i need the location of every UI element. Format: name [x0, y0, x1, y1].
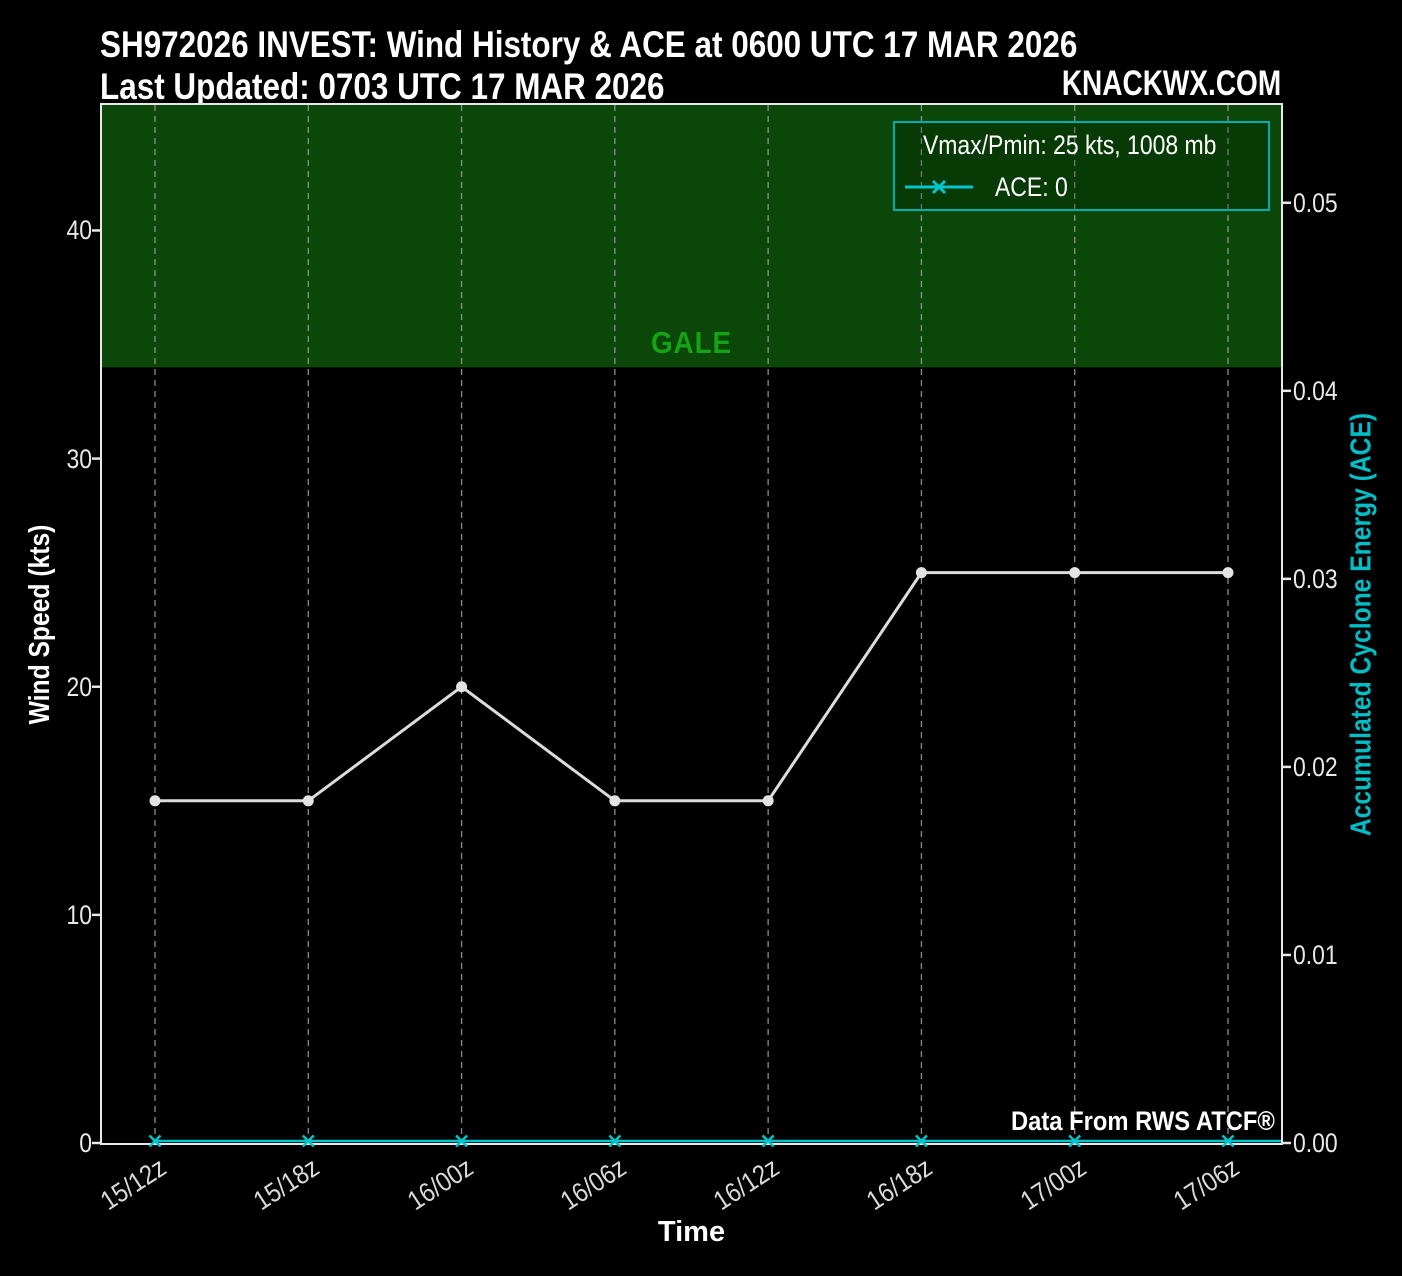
ace-marker	[301, 1134, 315, 1148]
left-tick-label: 30	[66, 443, 92, 474]
left-axis-title: Wind Speed (kts)	[23, 524, 56, 724]
wind-marker	[302, 795, 314, 807]
left-tick-label: 40	[66, 215, 92, 246]
chart-title: SH972026 INVEST: Wind History & ACE at 0…	[100, 24, 1078, 65]
right-tick-label: 0.05	[1293, 187, 1338, 218]
wind-marker	[1069, 567, 1081, 579]
wind-marker	[915, 567, 927, 579]
left-tick-label: 0	[79, 1128, 92, 1158]
data-source-label: Data From RWS ATCF®	[1011, 1106, 1275, 1136]
ace-marker	[455, 1134, 468, 1148]
legend-item-ace: ACE: 0	[903, 167, 1268, 207]
gale-region	[102, 105, 1281, 368]
ace-marker	[148, 1134, 162, 1148]
right-tick-label: 0.02	[1293, 751, 1338, 782]
legend: Vmax/Pmin: 25 kts, 1008 mb ACE: 0	[893, 121, 1270, 211]
x-tick-label: 17/06z	[1168, 1152, 1245, 1217]
right-tick-label: 0.03	[1293, 563, 1338, 594]
x-tick-label: 17/00z	[1014, 1152, 1092, 1217]
x-tick-label: 16/12z	[708, 1152, 785, 1217]
x-tick-label: 16/18z	[861, 1152, 938, 1217]
x-axis-title: Time	[657, 1216, 726, 1248]
chart-subtitle: Last Updated: 0703 UTC 17 MAR 2026	[100, 66, 665, 107]
x-tick-label: 16/00z	[401, 1152, 478, 1217]
left-tick-label: 10	[66, 899, 92, 930]
right-axis-title-wrap: Accumulated Cyclone Energy (ACE)	[1330, 103, 1394, 1145]
gale-label: GALE	[650, 325, 733, 361]
wind-marker	[609, 795, 621, 807]
right-axis-title: Accumulated Cyclone Energy (ACE)	[1345, 412, 1378, 836]
wind-marker	[762, 795, 774, 807]
x-tick-label: 16/06z	[555, 1152, 632, 1217]
left-tick-label: 20	[66, 671, 92, 702]
wind-marker	[456, 681, 468, 693]
legend-line-x-icon	[905, 179, 973, 195]
ace-marker	[608, 1134, 622, 1148]
legend-item-vmax: Vmax/Pmin: 25 kts, 1008 mb	[903, 125, 1268, 165]
plot-area: GALE Vmax/Pmin: 25 kts, 1008 mb ACE: 0 D…	[92, 103, 1291, 1148]
ace-marker	[761, 1134, 775, 1148]
legend-label-vmax: Vmax/Pmin: 25 kts, 1008 mb	[923, 129, 1217, 160]
x-tick-label: 15/18z	[248, 1152, 325, 1217]
wind-line	[155, 571, 1228, 803]
right-tick-label: 0.00	[1293, 1128, 1338, 1158]
wind-marker	[149, 795, 161, 807]
plot-svg	[92, 105, 1291, 1148]
right-tick-label: 0.04	[1293, 375, 1338, 406]
legend-label-ace: ACE: 0	[995, 171, 1068, 202]
x-tick-label: 15/12z	[95, 1152, 172, 1217]
wind-marker	[1222, 567, 1234, 579]
ace-marker	[915, 1134, 928, 1148]
ace-marker	[1221, 1134, 1235, 1148]
left-axis-title-wrap: Wind Speed (kts)	[8, 103, 72, 1145]
ace-marker	[1068, 1134, 1082, 1148]
brand-watermark: KNACKWX.COM	[1061, 64, 1281, 103]
right-tick-label: 0.01	[1293, 939, 1338, 970]
